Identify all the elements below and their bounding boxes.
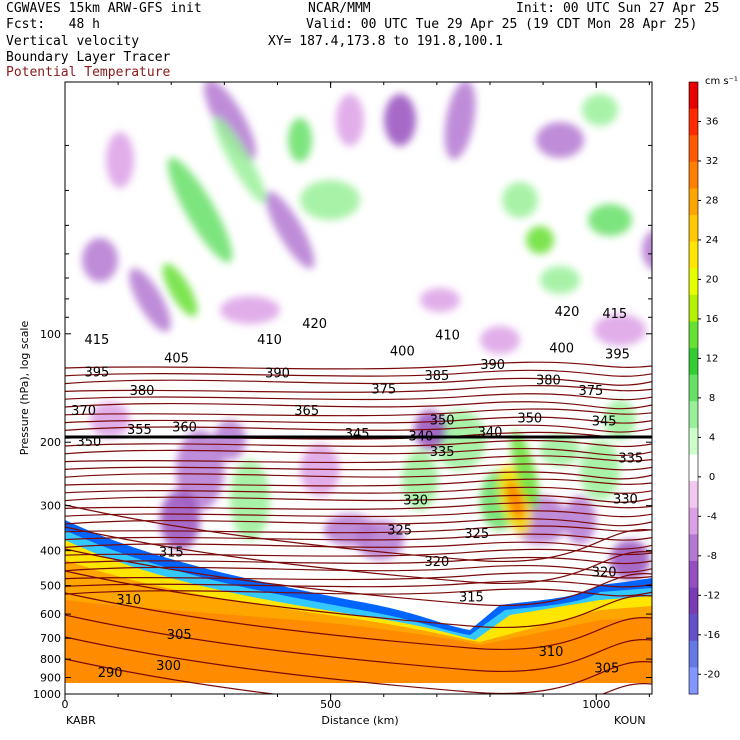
colorbar-tick-label: 16 [706,314,719,325]
contour-label: 340 [478,426,503,441]
contour-label: 355 [127,423,152,438]
colorbar-unit: cm s⁻¹ [705,76,738,87]
colorbar-tick-label: 28 [706,195,719,206]
contour-label: 370 [71,404,96,419]
contour-label: 410 [257,333,282,348]
contour-label: 395 [605,347,630,362]
colorbar-tick-label: -16 [704,630,720,641]
y-tick-label: 200 [40,436,61,449]
contour-label: 315 [159,546,184,561]
contour-label: 350 [76,435,101,450]
contour-label: 320 [424,555,449,570]
header-org: NCAR/MMM [308,1,371,16]
contour-label: 390 [265,367,290,382]
colorbar-tick-label: -20 [704,669,720,680]
y-tick-label: 300 [40,500,61,513]
header-xy: XY= 187.4,173.8 to 191.8,100.1 [268,34,503,49]
y-tick-label: 400 [40,545,61,558]
colorbar-tick-label: 12 [706,353,719,364]
contour-label: 400 [549,342,574,357]
y-tick-label: 900 [40,672,61,685]
header-init: Init: 00 UTC Sun 27 Apr 25 [516,1,720,16]
header-field-boundary-layer: Boundary Layer Tracer [6,50,171,65]
contour-label: 350 [430,413,455,428]
contour-label: 345 [345,427,370,442]
colorbar-tick-label: -8 [707,551,717,562]
contour-label: 350 [517,412,542,427]
contour-label: 305 [167,628,192,643]
header-field-potential-temperature: Potential Temperature [6,65,171,80]
contour-label: 360 [172,420,197,435]
colorbar: 36 32 28 24 20 16 12 8 4 0 -4 -8 -12 -16 -20 [688,81,720,695]
colorbar-tick-label: -12 [704,590,720,601]
contour-label: 380 [536,374,561,389]
contour-label: 395 [84,365,109,380]
colorbar-tick-label: 0 [709,472,715,483]
x-tick-label: 0 [62,698,69,711]
x-tick-label: 500 [320,698,341,711]
y-tick-label: 600 [40,608,61,621]
contour-label: 390 [480,358,505,373]
colorbar-tick-label: 4 [709,432,715,443]
x-tick-label: 1000 [582,698,610,711]
colorbar-tick-label: 32 [706,156,719,167]
contour-label: 365 [294,404,319,419]
contour-label: 415 [84,333,109,348]
plot-frame [64,81,653,695]
header-valid: Valid: 00 UTC Tue 29 Apr 25 (19 CDT Mon … [306,17,698,32]
contour-label: 415 [602,307,627,322]
contour-label: 325 [464,527,489,542]
contour-label: 310 [116,593,141,608]
left-station-label: KABR [66,714,96,727]
colorbar-tick-label: -4 [707,511,717,522]
contour-label: 325 [387,524,412,539]
colorbar-tick-label: 8 [709,393,715,404]
y-tick-label: 800 [40,653,61,666]
contour-label: 305 [594,662,619,677]
contour-label: 410 [435,328,460,343]
contour-label: 320 [592,566,617,581]
contour-label: 405 [164,351,189,366]
contour-label: 345 [592,414,617,429]
contour-label: 340 [409,430,434,445]
y-tick-label: 700 [40,632,61,645]
vertical-velocity-field: 415 405 410 420 400 410 420 415 395 390 385 390 400 3… [65,82,652,694]
header-fcst: Fcst: 48 h [6,17,100,32]
contour-label: 290 [98,666,123,681]
potential-temperature-contours [65,361,652,694]
contour-label: 375 [578,384,603,399]
contour-label: 300 [156,659,181,674]
x-axis-label: Distance (km) [321,714,398,727]
contour-label: 335 [430,445,455,460]
right-station-label: KOUN [614,714,646,727]
y-tick-label: 100 [40,328,61,341]
contour-label: 330 [613,492,638,507]
contour-label: 385 [424,369,449,384]
colorbar-tick-label: 20 [706,274,719,285]
contour-label: 330 [403,493,428,508]
colorbar-tick-label: 36 [706,116,719,127]
y-axis-label: Pressure (hPa), log scale [18,321,31,456]
header-field-vertical-velocity: Vertical velocity [6,34,140,49]
y-tick-label: 1000 [33,688,61,701]
header-model: CGWAVES 15km ARW-GFS init [6,1,202,16]
contour-label: 380 [130,384,155,399]
contour-label: 315 [459,591,484,606]
contour-label: 310 [539,645,564,660]
colorbar-tick-label: 24 [706,235,719,246]
y-tick-label: 500 [40,580,61,593]
contour-label: 420 [555,305,580,320]
contour-label: 420 [302,317,327,332]
boundary-layer-tracer-field [65,520,652,694]
contour-label: 400 [390,345,415,360]
contour-label: 335 [618,452,643,467]
contour-label: 375 [371,383,396,398]
